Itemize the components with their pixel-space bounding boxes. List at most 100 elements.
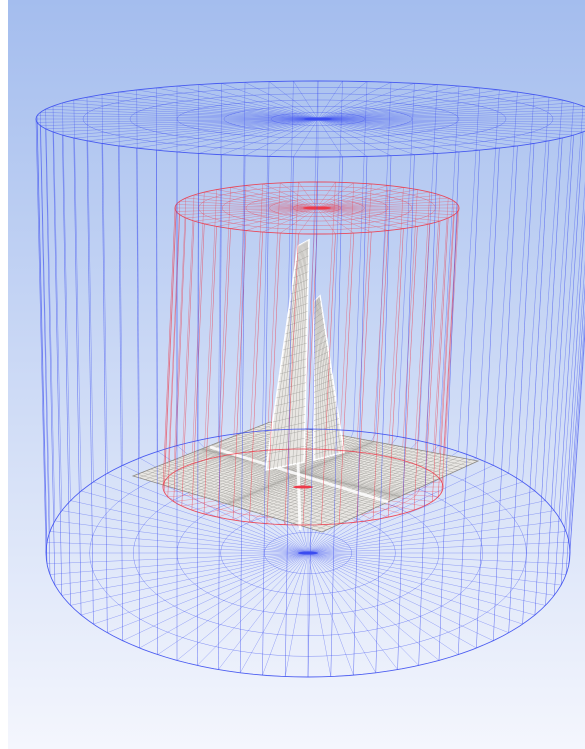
cylinder-wall-line	[217, 228, 231, 518]
ground-mesh-line	[201, 448, 401, 497]
fin-mesh-line	[313, 390, 335, 399]
ground-mesh-line	[227, 438, 430, 484]
fin-mesh-line	[313, 396, 336, 404]
fin-mesh-line	[313, 312, 323, 320]
cylinder-wall-line	[45, 109, 56, 521]
cylinder-wall-line	[534, 137, 563, 616]
ground-mesh-line	[227, 441, 375, 505]
cylinder-wall-line	[375, 82, 392, 434]
cylinder-wall-line	[568, 323, 585, 564]
bottom-rim	[45, 428, 571, 678]
cylinder-wall-line	[101, 143, 108, 633]
cylinder-wall-line	[508, 94, 535, 474]
ground-mesh-line	[228, 441, 375, 505]
cylinder-wall-line	[197, 153, 200, 666]
ground-mesh-line	[267, 449, 418, 516]
fin-mesh-line	[313, 334, 327, 342]
cylinder-wall-line	[522, 140, 550, 625]
cylinder-wall-line	[441, 211, 459, 493]
cylinder-wall-line	[458, 150, 480, 655]
cylinder-wall-line	[239, 155, 246, 673]
cylinder-wall-line	[387, 228, 404, 518]
fin-mesh-line	[268, 445, 305, 455]
top-cap-center	[304, 117, 332, 121]
fin-mesh-line	[313, 318, 324, 325]
cylinder-wall-line	[136, 89, 140, 459]
cylinder-wall-line	[418, 153, 438, 666]
bottom-rim	[162, 448, 444, 526]
cylinder-wall-line	[173, 217, 187, 502]
fin-mesh-line	[313, 323, 325, 331]
ground-mesh-line	[229, 441, 377, 505]
ground-mesh-line	[235, 442, 383, 507]
bottom-cap-center	[293, 485, 313, 489]
cylinder-wall-line	[266, 182, 281, 451]
cylinder-wall-line	[458, 87, 480, 452]
fin-mesh-line	[313, 351, 329, 359]
cylinder-wall-line	[353, 156, 368, 676]
cylinder-wall-line	[73, 99, 82, 492]
fin-mesh-line	[313, 423, 340, 432]
cylinder-wall-line	[73, 137, 82, 616]
cylinder-wall-line	[52, 131, 63, 596]
fin-mesh-line	[283, 342, 307, 351]
cylinder-wall-line	[401, 226, 418, 514]
cylinder-wall-line	[86, 97, 94, 482]
cylinder-wall-line	[423, 220, 441, 507]
ground-mesh-line	[281, 452, 434, 521]
cylinder-wall-line	[136, 148, 140, 649]
fin-mesh-line	[280, 358, 307, 367]
cylinder-wall-line	[101, 94, 108, 474]
cylinder-wall-line	[493, 92, 518, 466]
cylinder-wall-line	[203, 189, 217, 461]
cylinder-wall-line	[534, 99, 563, 492]
cylinder-wall-line	[284, 156, 294, 677]
fin-mesh-line	[313, 401, 337, 410]
cylinder-wall-line	[493, 145, 518, 641]
cylinder-wall-line	[181, 194, 195, 469]
fin-mesh-line	[281, 350, 307, 359]
fin-mesh-line	[313, 357, 330, 365]
fin-mesh-line	[313, 373, 333, 382]
cylinder-wall-line	[181, 220, 195, 507]
outer-cylinder-front	[35, 80, 585, 678]
ground-mesh-line	[243, 444, 392, 509]
cylinder-wall-line	[262, 156, 270, 676]
top-rim	[35, 80, 585, 158]
ground-mesh-line	[230, 437, 433, 482]
fin-mesh-line	[313, 446, 344, 455]
fin-mesh-line	[286, 319, 308, 327]
fin-mesh-line	[292, 279, 309, 287]
cylinder-wall-line	[218, 83, 222, 437]
cylinder-wall-line	[156, 87, 158, 452]
cylinder-wall-line	[330, 156, 343, 677]
fin-mesh-line	[269, 438, 305, 447]
cylinder-wall-line	[413, 223, 430, 511]
top-cap-ring	[82, 87, 554, 151]
cylinder-wall-line	[163, 204, 177, 483]
fin-mesh-line	[313, 362, 331, 370]
ground-mesh-line	[254, 446, 404, 513]
cylinder-wall-line	[442, 207, 460, 488]
cylinder-wall-line	[372, 185, 389, 455]
cylinder-wall-line	[437, 214, 455, 497]
fin-mesh-line	[285, 327, 308, 335]
cylinder-wall-line	[508, 143, 535, 633]
cylinder-wall-line	[307, 156, 319, 678]
cylinder-wall-line	[338, 182, 355, 451]
bottom-cap-center	[298, 551, 318, 555]
fin-mesh-line	[289, 295, 308, 303]
fin-mesh-line	[288, 303, 308, 311]
fin-mesh-line	[295, 255, 309, 263]
cylinder-wall-line	[432, 198, 449, 473]
cylinder-wall-line	[156, 150, 158, 655]
ground-mesh-line	[250, 446, 400, 512]
cylinder-wall-line	[565, 283, 585, 575]
ground-mesh-line	[207, 446, 407, 494]
cylinder-wall-line	[249, 231, 263, 523]
cylinder-wall-line	[302, 233, 318, 526]
ground-mesh-line	[230, 442, 378, 506]
cylinder-wall-line	[375, 155, 392, 673]
